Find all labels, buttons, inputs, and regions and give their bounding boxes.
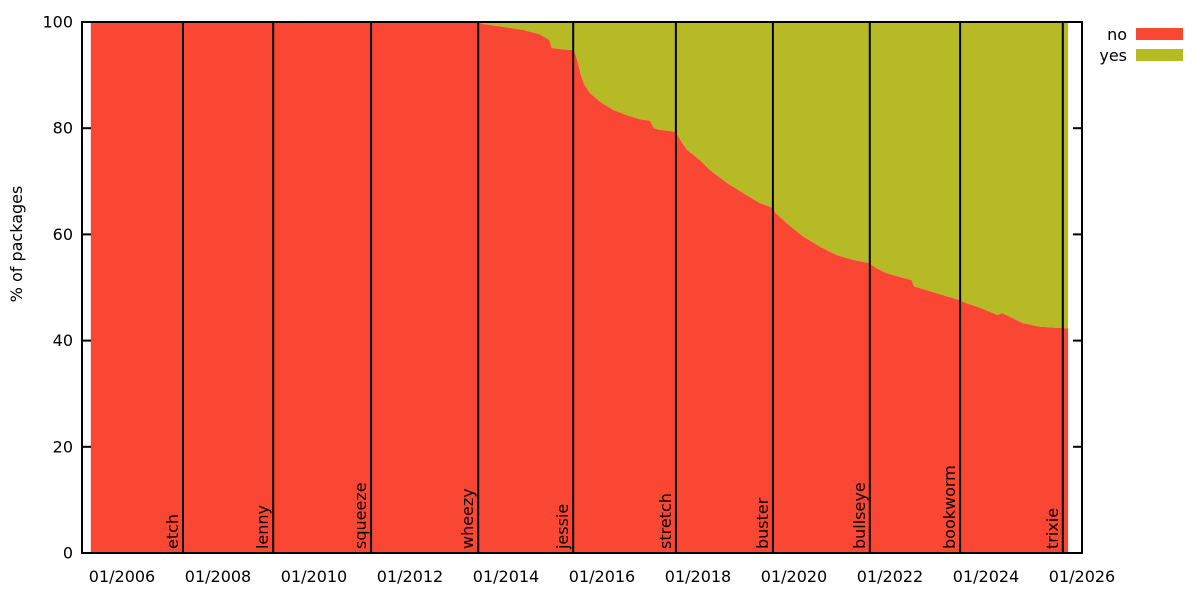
legend-swatch-yes — [1136, 49, 1183, 61]
x-tick-label-01-2008: 01/2008 — [185, 567, 251, 586]
legend-label-no: no — [1107, 25, 1127, 44]
release-label-lenny: lenny — [253, 505, 272, 549]
x-tick-label-01-2010: 01/2010 — [281, 567, 347, 586]
x-tick-label-01-2006: 01/2006 — [89, 567, 155, 586]
y-tick-label-20: 20 — [53, 437, 73, 456]
y-axis-title: % of packages — [7, 186, 26, 303]
y-tick-label-80: 80 — [53, 119, 73, 138]
x-tick-label-01-2020: 01/2020 — [761, 567, 827, 586]
y-tick-label-0: 0 — [63, 544, 73, 563]
area-yes — [90, 22, 1069, 329]
release-label-trixie: trixie — [1043, 508, 1062, 549]
release-label-stretch: stretch — [656, 493, 675, 549]
legend-swatch-no — [1136, 28, 1183, 40]
y-tick-label-40: 40 — [53, 331, 73, 350]
x-tick-label-01-2016: 01/2016 — [569, 567, 635, 586]
plot-border — [81, 21, 1083, 554]
y-tick-label-100: 100 — [42, 13, 73, 32]
x-tick-label-01-2018: 01/2018 — [665, 567, 731, 586]
y-tick-label-60: 60 — [53, 225, 73, 244]
release-label-squeeze: squeeze — [351, 482, 370, 549]
area-no — [90, 22, 1069, 553]
release-label-bullseye: bullseye — [850, 482, 869, 549]
x-tick-label-01-2014: 01/2014 — [473, 567, 539, 586]
release-label-buster: buster — [753, 497, 772, 549]
x-tick-label-01-2026: 01/2026 — [1049, 567, 1115, 586]
x-tick-label-01-2012: 01/2012 — [377, 567, 443, 586]
release-label-bookworm: bookworm — [940, 465, 959, 549]
release-label-wheezy: wheezy — [458, 488, 477, 549]
x-tick-label-01-2022: 01/2022 — [857, 567, 923, 586]
release-label-jessie: jessie — [553, 504, 572, 550]
x-tick-label-01-2024: 01/2024 — [953, 567, 1019, 586]
legend-label-yes: yes — [1099, 46, 1127, 65]
release-label-etch: etch — [163, 514, 182, 549]
